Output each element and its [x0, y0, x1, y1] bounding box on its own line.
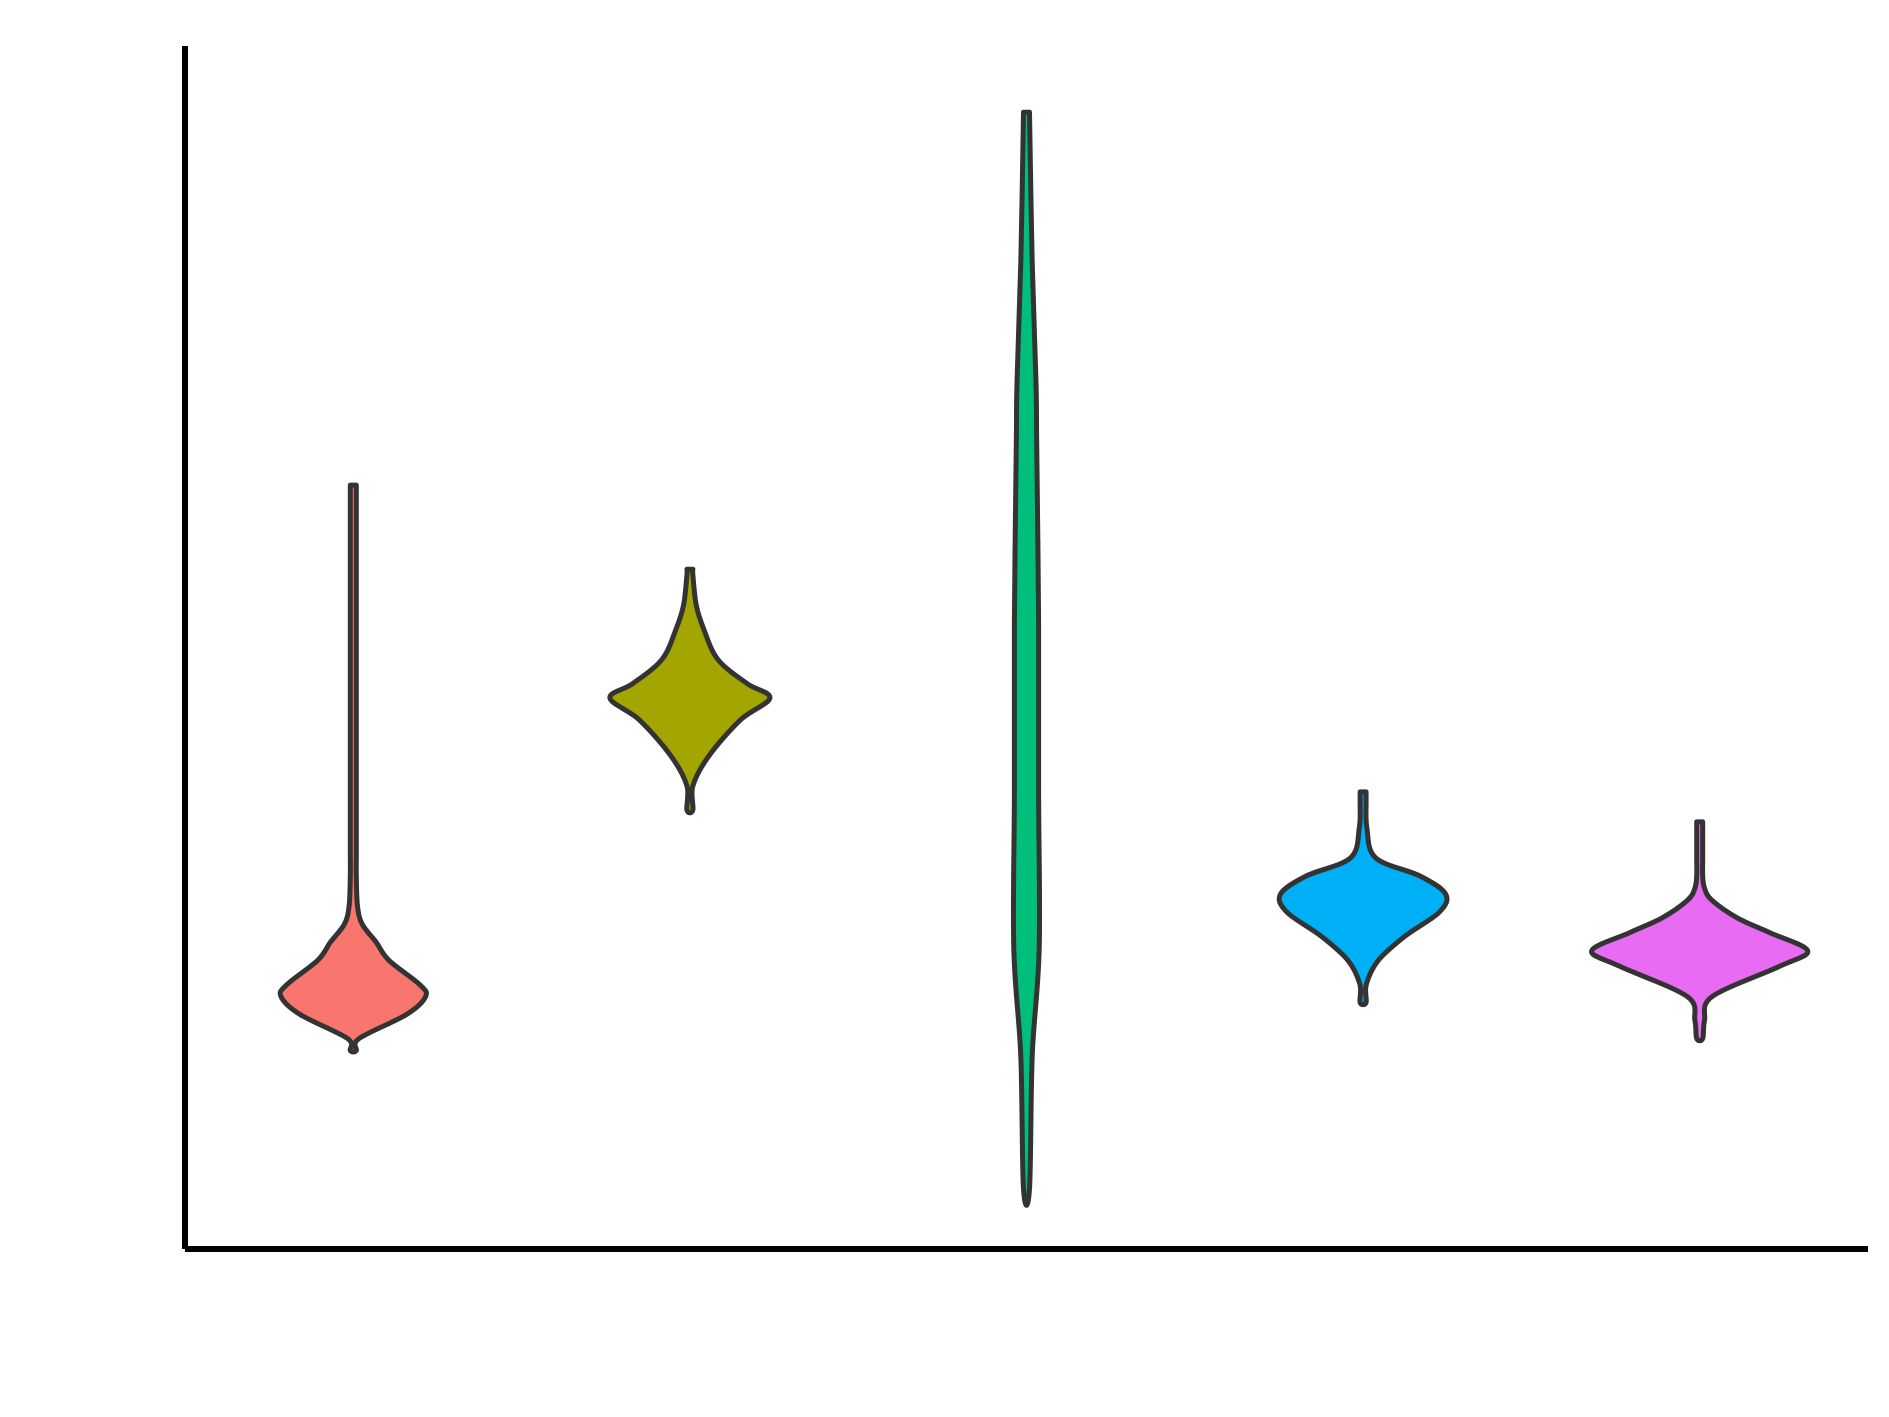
violin-layer — [277, 109, 1811, 1208]
violin-3 — [1010, 109, 1043, 1208]
violin-4 — [1276, 789, 1450, 1008]
violin-5 — [1589, 819, 1811, 1044]
violin-2 — [607, 566, 773, 816]
violin-1 — [277, 482, 429, 1055]
